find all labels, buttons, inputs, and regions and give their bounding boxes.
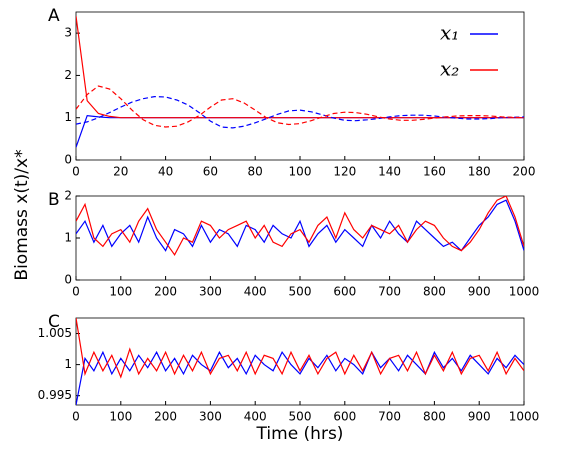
x-tick-label: 1000 (509, 285, 540, 299)
x-tick-label: 200 (513, 165, 536, 179)
x-tick-label: 400 (244, 285, 267, 299)
x-tick-label: 700 (378, 285, 401, 299)
series-line (76, 318, 524, 379)
x-tick-label: 120 (333, 165, 356, 179)
x-tick-label: 800 (423, 285, 446, 299)
x-tick-label: 600 (333, 285, 356, 299)
y-tick-label: 2 (64, 189, 72, 203)
y-tick-label: 1.005 (38, 326, 72, 340)
x-tick-label: 0 (72, 410, 80, 424)
x-tick-label: 600 (333, 410, 356, 424)
legend-label: x₂ (440, 57, 459, 81)
y-tick-label: 1 (64, 110, 72, 124)
panel-label: B (48, 190, 60, 210)
x-tick-label: 200 (154, 285, 177, 299)
x-tick-label: 900 (468, 285, 491, 299)
panel-label: C (48, 312, 60, 332)
x-tick-label: 0 (72, 285, 80, 299)
y-tick-label: 1 (64, 357, 72, 371)
y-tick-label: 2 (64, 68, 72, 82)
x-tick-label: 160 (423, 165, 446, 179)
series-line (76, 85, 524, 128)
x-tick-label: 800 (423, 410, 446, 424)
series-line (76, 350, 524, 405)
y-tick-label: 0.995 (38, 388, 72, 402)
panel-label: A (48, 6, 60, 26)
x-tick-label: 180 (468, 165, 491, 179)
x-tick-label: 100 (109, 285, 132, 299)
x-tick-label: 60 (203, 165, 218, 179)
y-tick-label: 0 (64, 153, 72, 167)
x-tick-label: 100 (109, 410, 132, 424)
x-tick-label: 400 (244, 410, 267, 424)
x-tick-label: 0 (72, 165, 80, 179)
x-tick-label: 500 (289, 285, 312, 299)
legend-label: x₁ (440, 21, 459, 45)
series-line (76, 95, 524, 129)
x-tick-label: 700 (378, 410, 401, 424)
series-line (76, 199, 524, 252)
x-tick-label: 80 (248, 165, 263, 179)
y-tick-label: 3 (64, 26, 72, 40)
x-axis-label: Time (hrs) (256, 424, 344, 444)
x-tick-label: 1000 (509, 410, 540, 424)
y-tick-label: 0 (64, 273, 72, 287)
plot-frame (75, 195, 525, 281)
x-tick-label: 140 (378, 165, 401, 179)
x-tick-label: 300 (199, 285, 222, 299)
x-tick-label: 900 (468, 410, 491, 424)
y-tick-label: 1 (64, 231, 72, 245)
x-tick-label: 40 (158, 165, 173, 179)
x-tick-label: 300 (199, 410, 222, 424)
x-tick-label: 200 (154, 410, 177, 424)
x-tick-label: 500 (289, 410, 312, 424)
series-line (76, 196, 524, 256)
series-line (76, 16, 524, 119)
x-tick-label: 20 (113, 165, 128, 179)
y-axis-label: Biomass x(t)/x* (12, 149, 32, 280)
x-tick-label: 100 (289, 165, 312, 179)
